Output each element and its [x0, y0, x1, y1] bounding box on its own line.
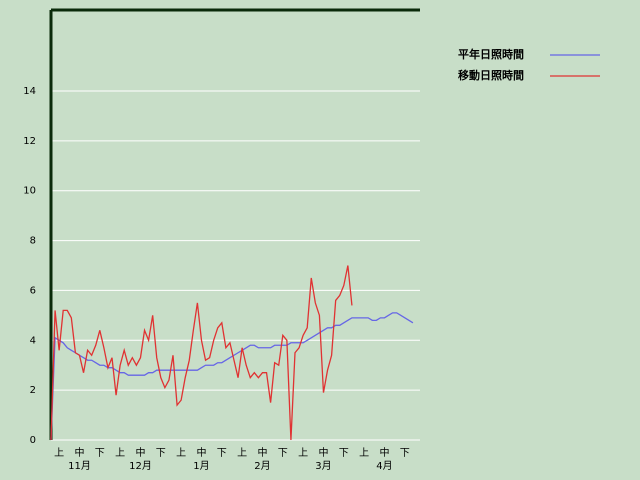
- month-label: 2月: [254, 460, 270, 472]
- x-tick-label: 下: [278, 448, 288, 459]
- x-tick-label: 下: [95, 448, 105, 459]
- legend-label: 平年日照時間: [458, 47, 524, 61]
- x-tick-label: 上: [298, 447, 308, 459]
- x-tick-label: 中: [74, 446, 84, 459]
- y-tick-label: 6: [30, 285, 36, 296]
- x-tick-label: 下: [217, 448, 227, 459]
- series-line: [50, 265, 353, 441]
- y-tick-label: 14: [23, 86, 36, 97]
- x-tick-label: 上: [54, 447, 64, 459]
- x-tick-label: 上: [115, 447, 125, 459]
- month-label: 1月: [193, 460, 209, 472]
- month-label: 11月: [68, 460, 91, 472]
- y-tick-label: 8: [30, 236, 36, 247]
- x-tick-label: 中: [318, 446, 328, 459]
- x-tick-label: 下: [400, 448, 410, 459]
- x-tick-label: 下: [339, 448, 349, 459]
- month-label: 4月: [376, 460, 392, 472]
- series-line: [50, 312, 414, 441]
- y-tick-label: 2: [30, 385, 36, 396]
- x-tick-label: 中: [196, 446, 206, 459]
- x-tick-label: 上: [359, 447, 369, 459]
- y-tick-label: 4: [30, 335, 36, 346]
- month-label: 3月: [315, 460, 331, 472]
- y-tick-label: 0: [30, 435, 36, 446]
- x-tick-label: 下: [156, 448, 166, 459]
- x-tick-label: 中: [379, 446, 389, 459]
- x-tick-label: 中: [257, 446, 267, 459]
- x-tick-label: 上: [237, 447, 247, 459]
- x-tick-label: 上: [176, 447, 186, 459]
- x-tick-label: 中: [135, 446, 145, 459]
- y-tick-label: 10: [23, 186, 36, 197]
- y-tick-label: 12: [23, 136, 36, 147]
- legend-label: 移動日照時間: [458, 68, 524, 82]
- month-label: 12月: [129, 460, 152, 472]
